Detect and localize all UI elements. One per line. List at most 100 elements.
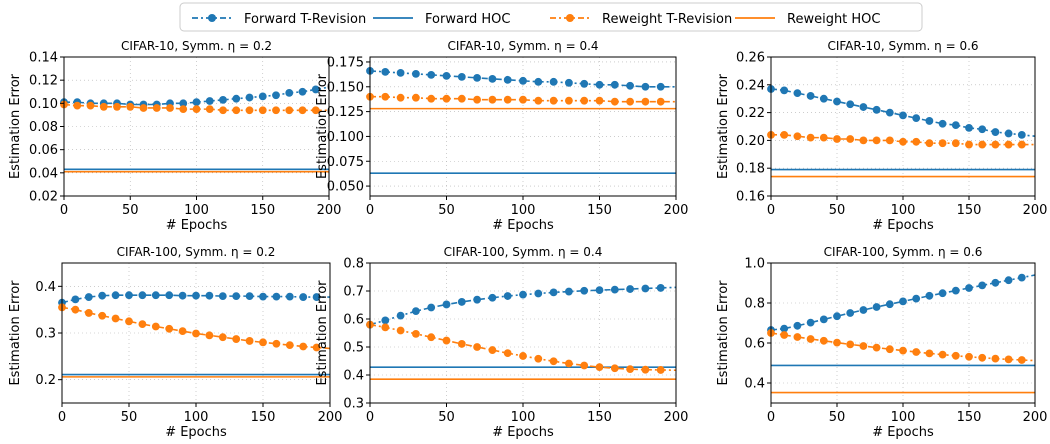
data-point	[806, 318, 815, 327]
series-line-0	[770, 88, 1036, 138]
data-point	[473, 295, 481, 304]
data-point	[565, 287, 573, 296]
y-tick-label: 0.02	[29, 190, 58, 205]
series-line-0	[61, 294, 330, 304]
data-point	[245, 93, 254, 102]
data-point	[245, 337, 254, 345]
data-point	[488, 95, 497, 104]
data-point	[205, 97, 214, 105]
data-point	[192, 105, 201, 114]
data-point	[595, 96, 604, 105]
data-point	[442, 300, 451, 309]
x-tick-label: 0	[58, 410, 66, 425]
y-tick-label: 0.4	[744, 377, 765, 392]
data-point	[534, 354, 543, 363]
data-point	[442, 71, 451, 80]
data-point	[793, 333, 802, 341]
y-axis-title: Estimation Error	[716, 73, 731, 179]
data-point	[232, 106, 241, 115]
data-point	[245, 106, 254, 115]
data-point	[610, 97, 619, 106]
data-point	[1004, 276, 1013, 285]
data-point	[427, 303, 436, 312]
data-point	[84, 293, 93, 301]
y-tick-label: 1.0	[744, 257, 765, 272]
data-point	[965, 123, 973, 132]
panel-title: CIFAR-100, Symm. η = 0.2	[117, 245, 276, 259]
data-point	[580, 286, 589, 295]
y-tick-label: 0.24	[736, 78, 765, 93]
data-point	[872, 105, 881, 114]
data-point	[457, 72, 466, 81]
y-tick-label: 0.20	[736, 134, 765, 149]
data-point	[192, 98, 201, 107]
legend-label-2: Reweight T-Revision	[602, 12, 732, 27]
data-point	[846, 135, 855, 143]
data-point	[519, 290, 527, 299]
chart-panel-0: 0 50 100 150 200 0.02 0.04 0.06 0.08 0.10 0.12 0.14…	[8, 39, 341, 233]
series-line-0	[369, 70, 676, 88]
data-point	[656, 366, 665, 374]
data-point	[73, 101, 82, 110]
data-point	[139, 104, 148, 112]
data-point	[1004, 129, 1013, 138]
data-point	[656, 284, 665, 292]
data-point	[641, 284, 650, 293]
data-point	[138, 320, 147, 329]
data-point	[1017, 356, 1026, 364]
panel-title: CIFAR-100, Symm. η = 0.6	[824, 245, 983, 259]
data-point	[166, 104, 174, 112]
data-point	[899, 137, 907, 146]
data-point	[98, 291, 107, 300]
data-point	[780, 331, 789, 339]
data-point	[272, 91, 280, 100]
data-point	[311, 85, 320, 94]
x-tick-label: 200	[1023, 410, 1048, 425]
y-axis-title: Estimation Error	[8, 280, 23, 386]
x-axis-title: # Epochs	[492, 425, 554, 440]
y-tick-label: 0.22	[736, 106, 765, 121]
x-tick-label: 150	[250, 203, 275, 218]
y-tick-label: 0.6	[343, 313, 364, 328]
series-line-1	[771, 134, 1035, 146]
data-point	[126, 102, 135, 111]
x-axis-title: # Epochs	[166, 218, 228, 233]
data-point	[152, 104, 161, 112]
x-tick-label: 100	[511, 410, 536, 425]
x-tick-label: 150	[957, 203, 982, 218]
data-point	[299, 342, 308, 351]
data-point	[819, 315, 828, 324]
data-point	[151, 291, 160, 300]
data-point	[205, 291, 214, 300]
data-point	[819, 133, 828, 142]
data-point	[885, 108, 894, 117]
data-point	[84, 309, 93, 317]
data-point	[859, 342, 868, 350]
chart-panel-2: 0 50 100 150 200 0.16 0.18 0.20 0.22 0.24 0.26 CIFA…	[716, 39, 1047, 233]
data-point	[780, 86, 789, 95]
y-tick-label: 0.150	[327, 80, 364, 95]
y-tick-label: 0.5	[343, 341, 364, 356]
data-point	[488, 346, 497, 354]
data-point	[98, 311, 107, 320]
data-point	[205, 331, 214, 340]
data-point	[626, 365, 634, 374]
y-tick-label: 0.125	[327, 105, 364, 120]
data-point	[595, 286, 604, 295]
data-point	[610, 80, 619, 89]
data-point	[218, 292, 227, 301]
data-point	[111, 314, 120, 323]
data-point	[610, 364, 619, 373]
data-point	[641, 97, 650, 106]
data-point	[549, 77, 558, 86]
data-point	[641, 365, 650, 374]
y-tick-label: 0.8	[343, 257, 364, 272]
y-tick-label: 0.18	[736, 162, 765, 177]
x-tick-label: 50	[438, 410, 455, 425]
series-line-1	[370, 95, 676, 103]
data-point	[503, 95, 512, 104]
data-point	[833, 312, 841, 321]
data-point	[899, 297, 907, 306]
data-point	[872, 303, 881, 311]
data-point	[580, 79, 589, 88]
